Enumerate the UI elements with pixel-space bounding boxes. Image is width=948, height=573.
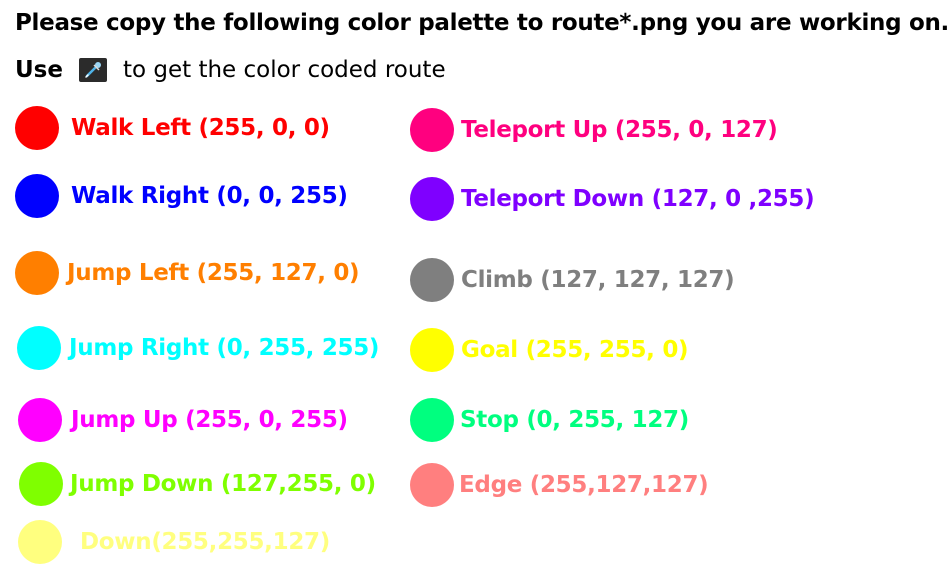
palette-entry-goal: Goal (255, 255, 0) bbox=[410, 328, 689, 372]
color-swatch bbox=[410, 177, 454, 221]
instruction-text: to get the color coded route bbox=[122, 57, 446, 83]
palette-label: Jump Down (127,255, 0) bbox=[70, 471, 376, 497]
palette-entry-climb: Climb (127, 127, 127) bbox=[410, 258, 735, 302]
color-swatch bbox=[410, 108, 454, 152]
palette-label: Jump Up (255, 0, 255) bbox=[71, 407, 348, 433]
color-swatch bbox=[410, 463, 454, 507]
palette-entry-teleport-down: Teleport Down (127, 0 ,255) bbox=[410, 177, 815, 221]
page-title: Please copy the following color palette … bbox=[15, 10, 948, 36]
palette-entry-jump-down: Jump Down (127,255, 0) bbox=[19, 462, 376, 506]
color-swatch bbox=[15, 106, 59, 150]
palette-label: Walk Right (0, 0, 255) bbox=[71, 183, 348, 209]
palette-entry-edge: Edge (255,127,127) bbox=[410, 463, 709, 507]
palette-entry-teleport-up: Teleport Up (255, 0, 127) bbox=[410, 108, 778, 152]
color-swatch bbox=[17, 326, 61, 370]
color-swatch bbox=[18, 398, 62, 442]
palette-entry-walk-left: Walk Left (255, 0, 0) bbox=[15, 106, 330, 150]
color-swatch bbox=[410, 328, 454, 372]
palette-label: Climb (127, 127, 127) bbox=[461, 267, 735, 293]
palette-label: Teleport Up (255, 0, 127) bbox=[461, 117, 778, 143]
color-swatch bbox=[410, 398, 454, 442]
palette-label: Goal (255, 255, 0) bbox=[461, 337, 689, 363]
color-swatch bbox=[15, 174, 59, 218]
color-swatch bbox=[15, 251, 59, 295]
palette-entry-down: Down(255,255,127) bbox=[18, 520, 330, 564]
palette-entry-jump-up: Jump Up (255, 0, 255) bbox=[18, 398, 348, 442]
eyedropper-icon bbox=[78, 58, 107, 82]
palette-entry-jump-right: Jump Right (0, 255, 255) bbox=[17, 326, 379, 370]
palette-label: Edge (255,127,127) bbox=[459, 472, 709, 498]
instruction-line: Use to get the color coded route bbox=[15, 55, 446, 85]
color-swatch bbox=[19, 462, 63, 506]
palette-entry-stop: Stop (0, 255, 127) bbox=[410, 398, 689, 442]
palette-label: Teleport Down (127, 0 ,255) bbox=[461, 186, 815, 212]
palette-label: Jump Left (255, 127, 0) bbox=[67, 260, 360, 286]
palette-label: Down(255,255,127) bbox=[80, 529, 330, 555]
color-swatch bbox=[18, 520, 62, 564]
palette-label: Stop (0, 255, 127) bbox=[460, 407, 689, 433]
palette-label: Walk Left (255, 0, 0) bbox=[71, 115, 330, 141]
palette-entry-jump-left: Jump Left (255, 127, 0) bbox=[15, 251, 360, 295]
palette-label: Jump Right (0, 255, 255) bbox=[69, 335, 380, 361]
color-swatch bbox=[410, 258, 454, 302]
instruction-use-word: Use bbox=[15, 57, 63, 83]
palette-entry-walk-right: Walk Right (0, 0, 255) bbox=[15, 174, 348, 218]
